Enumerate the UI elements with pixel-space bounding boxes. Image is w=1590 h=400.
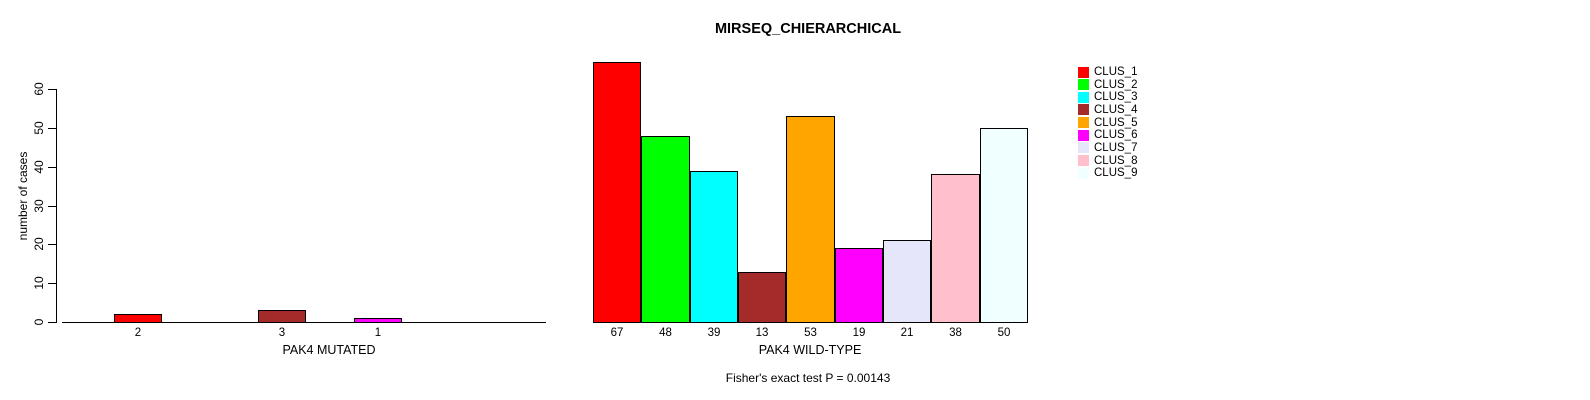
y-axis-tick-label: 30	[32, 198, 46, 213]
bar-value-label: 2	[134, 327, 142, 339]
legend-item-clus_6: CLUS_6	[1078, 129, 1137, 141]
bar-clus_2	[641, 136, 690, 323]
y-axis-tick	[48, 283, 56, 285]
y-axis-tick	[48, 205, 56, 207]
legend-swatch-clus_1	[1078, 66, 1089, 78]
bar-value-label: 38	[949, 327, 962, 339]
bar-clus_3	[690, 171, 738, 323]
y-axis-tick	[48, 322, 56, 323]
bar-value-label: 67	[610, 327, 624, 339]
y-axis-tick-label: 50	[32, 121, 46, 135]
y-axis-tick	[48, 166, 56, 168]
legend-swatch-clus_4	[1078, 104, 1089, 116]
fisher-test-annotation: Fisher's exact test P = 0.00143	[725, 371, 891, 385]
bar-clus_4	[258, 310, 306, 323]
legend-swatch-clus_3	[1078, 91, 1089, 103]
bar-value-label: 48	[659, 327, 672, 339]
legend-item-clus_2: CLUS_2	[1078, 79, 1137, 91]
legend-swatch-clus_8	[1078, 155, 1089, 167]
bar-value-label: 19	[852, 327, 866, 339]
legend-swatch-clus_2	[1078, 79, 1089, 91]
legend-item-clus_3: CLUS_3	[1078, 91, 1137, 103]
legend-label: CLUS_4	[1094, 103, 1138, 116]
bar-clus_6	[354, 318, 402, 323]
legend-label: CLUS_5	[1094, 116, 1138, 129]
page-title: MIRSEQ_CHIERARCHICAL	[714, 21, 902, 37]
legend-label: CLUS_3	[1094, 91, 1138, 104]
legend-swatch-clus_5	[1078, 117, 1089, 129]
bar-value-label: 50	[997, 327, 1011, 339]
legend-label: CLUS_7	[1094, 141, 1138, 154]
bar-value-label: 21	[900, 327, 914, 339]
x-axis-label-wild-type: PAK4 WILD-TYPE	[758, 343, 862, 357]
x-axis-label-mutated: PAK4 MUTATED	[282, 343, 376, 357]
legend-item-clus_4: CLUS_4	[1078, 104, 1137, 116]
bar-clus_1	[593, 62, 641, 323]
y-axis-tick	[48, 89, 56, 90]
y-axis-title: number of cases	[16, 151, 30, 241]
y-axis-tick-label: 20	[32, 237, 46, 252]
y-axis-tick	[48, 244, 56, 246]
bar-clus_9	[980, 128, 1028, 323]
bar-clus_7	[883, 240, 931, 323]
legend-label: CLUS_2	[1094, 78, 1138, 91]
y-axis-tick-label: 0	[32, 318, 46, 326]
y-axis-tick-label: 60	[32, 82, 46, 96]
legend-item-clus_5: CLUS_5	[1078, 117, 1137, 129]
legend-item-clus_7: CLUS_7	[1078, 142, 1137, 154]
bar-value-label: 1	[374, 327, 382, 339]
y-axis-line	[56, 89, 57, 323]
bar-clus_6	[835, 248, 883, 323]
legend-swatch-clus_7	[1078, 142, 1089, 154]
y-axis-tick	[48, 127, 56, 129]
bar-clus_1	[114, 314, 162, 323]
legend-label: CLUS_1	[1094, 66, 1138, 78]
bar-clus_5	[786, 116, 835, 323]
legend-label: CLUS_6	[1094, 129, 1138, 142]
y-axis-tick-label: 10	[32, 276, 46, 290]
legend-item-clus_1: CLUS_1	[1078, 66, 1137, 78]
bar-clus_4	[738, 272, 786, 323]
bar-clus_8	[931, 174, 980, 323]
legend-item-clus_9: CLUS_9	[1078, 167, 1137, 179]
y-axis-tick-label: 40	[32, 159, 46, 174]
legend-label: CLUS_8	[1094, 154, 1138, 167]
bar-value-label: 13	[755, 327, 769, 339]
bar-value-label: 39	[707, 327, 721, 339]
legend-swatch-clus_6	[1078, 129, 1089, 141]
legend-item-clus_8: CLUS_8	[1078, 155, 1137, 167]
bar-value-label: 3	[278, 327, 286, 339]
legend-label: CLUS_9	[1094, 167, 1138, 180]
bar-value-label: 53	[804, 327, 817, 339]
legend-swatch-clus_9	[1078, 167, 1089, 179]
